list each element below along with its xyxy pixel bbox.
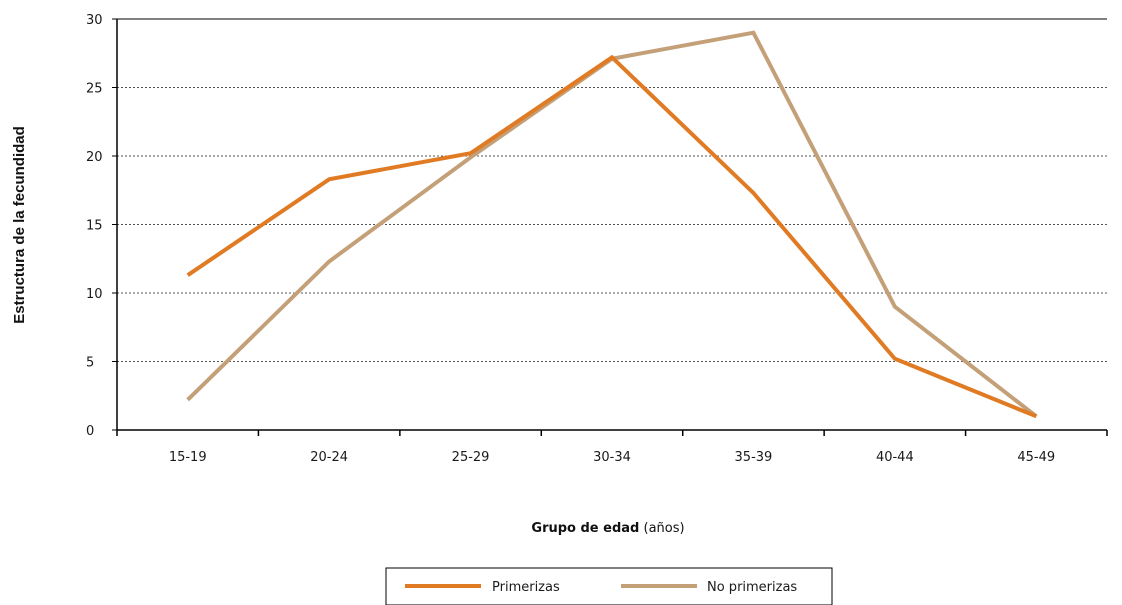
- y-tick-label: 15: [86, 219, 103, 234]
- x-tick-label: 45-49: [1017, 450, 1055, 465]
- x-tick-label: 35-39: [735, 450, 773, 465]
- series-line-primerizas: [186, 54, 1038, 419]
- x-axis-ticks: 15-19 20-24 25-29 30-34 35-39 40-44 45-49: [116, 430, 1108, 465]
- legend-label-no-primerizas: No primerizas: [707, 580, 797, 595]
- x-tick-label: 15-19: [169, 450, 207, 465]
- gridlines: [117, 87, 1107, 362]
- x-tick-label: 40-44: [876, 450, 914, 465]
- x-tick-label: 25-29: [452, 450, 490, 465]
- y-axis-ticks: 0 5 10 15 20 25 30: [86, 13, 117, 439]
- y-tick-label: 5: [86, 356, 94, 371]
- legend: Primerizas No primerizas: [385, 567, 833, 605]
- x-axis-label: Grupo de edad (años): [531, 521, 684, 536]
- y-tick-label: 20: [86, 150, 103, 165]
- legend-label-primerizas: Primerizas: [492, 580, 560, 595]
- x-axis-label-rest: (años): [639, 521, 684, 536]
- x-tick-label: 20-24: [310, 450, 348, 465]
- y-tick-label: 25: [86, 82, 103, 97]
- series-lines: [186, 30, 1038, 419]
- y-tick-label: 10: [86, 287, 103, 302]
- y-tick-label: 0: [86, 424, 94, 439]
- x-tick-label: 30-34: [593, 450, 631, 465]
- x-axis-label-bold: Grupo de edad: [531, 521, 639, 536]
- y-axis-label: Estructura de la fecundidad: [11, 126, 28, 324]
- y-tick-label: 30: [86, 13, 103, 28]
